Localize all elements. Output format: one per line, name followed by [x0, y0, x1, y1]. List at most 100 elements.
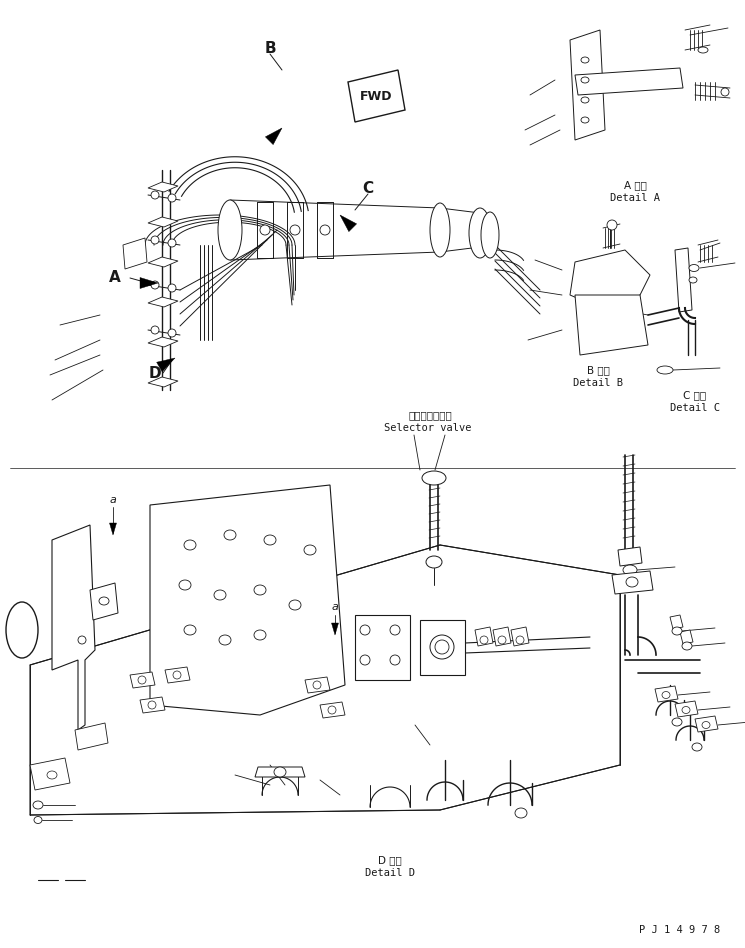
Ellipse shape	[657, 366, 673, 374]
Ellipse shape	[581, 77, 589, 83]
Ellipse shape	[435, 640, 449, 654]
Polygon shape	[570, 250, 650, 310]
Ellipse shape	[289, 600, 301, 610]
Ellipse shape	[168, 194, 176, 202]
Ellipse shape	[426, 556, 442, 568]
Text: C: C	[362, 180, 373, 195]
Ellipse shape	[34, 816, 42, 824]
Ellipse shape	[184, 540, 196, 550]
Text: Detail C: Detail C	[670, 403, 720, 413]
Ellipse shape	[168, 284, 176, 292]
Polygon shape	[695, 716, 718, 732]
Ellipse shape	[218, 200, 242, 260]
Ellipse shape	[184, 625, 196, 635]
Polygon shape	[575, 68, 683, 95]
Ellipse shape	[702, 721, 710, 728]
Polygon shape	[675, 701, 698, 717]
Ellipse shape	[682, 642, 692, 650]
Polygon shape	[618, 547, 642, 566]
Ellipse shape	[328, 706, 336, 714]
Text: FWD: FWD	[360, 89, 393, 102]
Text: B 詳細: B 詳細	[586, 365, 609, 375]
Polygon shape	[348, 70, 405, 122]
Polygon shape	[156, 358, 175, 372]
Ellipse shape	[581, 97, 589, 103]
Ellipse shape	[481, 212, 499, 258]
Polygon shape	[148, 377, 178, 387]
Polygon shape	[475, 627, 493, 646]
Ellipse shape	[151, 281, 159, 289]
Text: P J 1 4 9 7 8: P J 1 4 9 7 8	[639, 925, 720, 935]
Text: A 詳細: A 詳細	[624, 180, 647, 190]
Text: a: a	[110, 495, 116, 505]
Ellipse shape	[313, 681, 321, 689]
Ellipse shape	[151, 326, 159, 334]
Ellipse shape	[219, 635, 231, 645]
Polygon shape	[90, 583, 118, 620]
Polygon shape	[265, 128, 282, 145]
Ellipse shape	[47, 771, 57, 779]
Text: Detail D: Detail D	[365, 868, 415, 878]
Polygon shape	[570, 30, 605, 140]
Ellipse shape	[254, 585, 266, 595]
Ellipse shape	[274, 767, 286, 777]
Polygon shape	[493, 627, 511, 646]
Polygon shape	[123, 238, 147, 269]
Ellipse shape	[689, 264, 699, 271]
Ellipse shape	[721, 88, 729, 96]
Ellipse shape	[692, 743, 702, 751]
Ellipse shape	[173, 671, 181, 679]
Polygon shape	[320, 702, 345, 718]
Polygon shape	[148, 182, 178, 192]
Ellipse shape	[498, 636, 506, 644]
Text: A: A	[109, 270, 121, 285]
Polygon shape	[332, 623, 338, 635]
Polygon shape	[140, 278, 158, 288]
Text: セレクタバルブ: セレクタバルブ	[408, 410, 452, 420]
Ellipse shape	[581, 117, 589, 123]
Polygon shape	[655, 686, 678, 702]
Text: Detail A: Detail A	[610, 193, 660, 203]
Polygon shape	[140, 697, 165, 713]
Polygon shape	[612, 571, 653, 594]
Ellipse shape	[179, 580, 191, 590]
Ellipse shape	[430, 635, 454, 659]
Polygon shape	[52, 525, 95, 730]
Polygon shape	[148, 297, 178, 307]
Ellipse shape	[168, 329, 176, 337]
Ellipse shape	[264, 535, 276, 545]
Ellipse shape	[214, 590, 226, 600]
Ellipse shape	[607, 220, 617, 230]
Text: a: a	[332, 602, 338, 612]
Ellipse shape	[260, 225, 270, 235]
Polygon shape	[75, 723, 108, 750]
Polygon shape	[340, 215, 357, 231]
Ellipse shape	[6, 602, 38, 658]
Polygon shape	[30, 545, 620, 815]
Ellipse shape	[682, 706, 690, 714]
Bar	[355, 615, 410, 680]
Ellipse shape	[360, 655, 370, 665]
Polygon shape	[165, 667, 190, 683]
Ellipse shape	[689, 277, 697, 283]
Text: Detail B: Detail B	[573, 378, 623, 388]
Ellipse shape	[516, 636, 524, 644]
Ellipse shape	[430, 203, 450, 257]
Polygon shape	[148, 337, 178, 347]
Polygon shape	[511, 627, 529, 646]
Ellipse shape	[168, 239, 176, 247]
Ellipse shape	[33, 801, 43, 809]
Text: D 詳細: D 詳細	[378, 855, 402, 865]
Ellipse shape	[320, 225, 330, 235]
Ellipse shape	[662, 691, 670, 699]
Ellipse shape	[626, 577, 638, 587]
Ellipse shape	[148, 701, 156, 709]
Polygon shape	[255, 767, 305, 777]
Polygon shape	[675, 248, 692, 312]
Ellipse shape	[390, 625, 400, 635]
Polygon shape	[148, 217, 178, 227]
Ellipse shape	[138, 676, 146, 684]
Ellipse shape	[304, 545, 316, 555]
Ellipse shape	[224, 530, 236, 540]
Polygon shape	[150, 485, 345, 715]
